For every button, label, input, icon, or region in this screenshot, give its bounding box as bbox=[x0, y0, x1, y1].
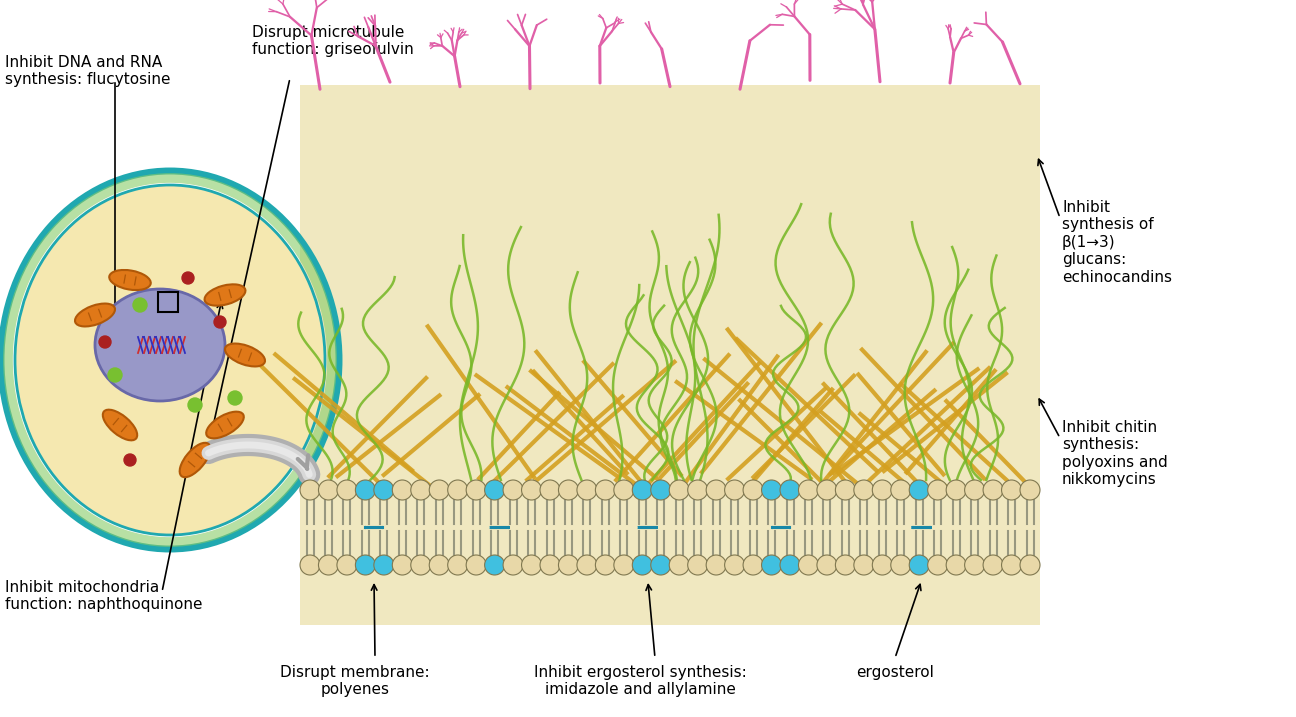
Circle shape bbox=[762, 555, 781, 575]
Circle shape bbox=[890, 480, 911, 500]
Circle shape bbox=[984, 555, 1003, 575]
Text: Disrupt membrane:
polyenes: Disrupt membrane: polyenes bbox=[280, 665, 430, 698]
Circle shape bbox=[373, 555, 394, 575]
Circle shape bbox=[816, 555, 837, 575]
Circle shape bbox=[447, 480, 468, 500]
Circle shape bbox=[743, 555, 763, 575]
Ellipse shape bbox=[75, 303, 115, 326]
FancyBboxPatch shape bbox=[772, 526, 791, 529]
Circle shape bbox=[836, 480, 855, 500]
Circle shape bbox=[319, 480, 338, 500]
Circle shape bbox=[632, 480, 652, 500]
Circle shape bbox=[559, 480, 578, 500]
Circle shape bbox=[632, 555, 652, 575]
Circle shape bbox=[854, 480, 874, 500]
Circle shape bbox=[373, 480, 394, 500]
FancyBboxPatch shape bbox=[912, 526, 931, 529]
Circle shape bbox=[521, 555, 542, 575]
Circle shape bbox=[946, 555, 966, 575]
FancyBboxPatch shape bbox=[365, 526, 384, 529]
Text: Inhibit
synthesis of
β(1→3)
glucans:
echinocandins: Inhibit synthesis of β(1→3) glucans: ech… bbox=[1061, 200, 1172, 285]
Ellipse shape bbox=[205, 285, 245, 305]
Circle shape bbox=[872, 480, 893, 500]
Circle shape bbox=[669, 480, 689, 500]
Circle shape bbox=[540, 480, 560, 500]
Circle shape bbox=[762, 480, 781, 500]
Circle shape bbox=[299, 480, 320, 500]
Circle shape bbox=[669, 555, 689, 575]
Circle shape bbox=[854, 555, 874, 575]
Circle shape bbox=[946, 480, 966, 500]
Ellipse shape bbox=[102, 409, 137, 440]
Text: Disrupt microtubule
function: griseofulvin: Disrupt microtubule function: griseofulv… bbox=[251, 25, 413, 57]
Circle shape bbox=[928, 555, 947, 575]
Circle shape bbox=[614, 555, 634, 575]
Circle shape bbox=[577, 555, 597, 575]
Ellipse shape bbox=[16, 185, 325, 535]
Circle shape bbox=[485, 480, 504, 500]
Circle shape bbox=[1002, 555, 1021, 575]
Circle shape bbox=[910, 480, 929, 500]
Circle shape bbox=[780, 480, 800, 500]
FancyBboxPatch shape bbox=[491, 526, 509, 529]
Circle shape bbox=[214, 316, 226, 328]
Ellipse shape bbox=[226, 343, 264, 366]
Circle shape bbox=[964, 480, 985, 500]
Circle shape bbox=[98, 336, 111, 348]
Bar bbox=[158, 292, 178, 312]
Circle shape bbox=[1002, 480, 1021, 500]
Text: Inhibit chitin
synthesis:
polyoxins and
nikkomycins: Inhibit chitin synthesis: polyoxins and … bbox=[1061, 420, 1168, 487]
Circle shape bbox=[1020, 555, 1039, 575]
Circle shape bbox=[816, 480, 837, 500]
Circle shape bbox=[319, 555, 338, 575]
Ellipse shape bbox=[109, 270, 150, 290]
Circle shape bbox=[467, 555, 486, 575]
FancyBboxPatch shape bbox=[639, 526, 657, 529]
Circle shape bbox=[299, 555, 320, 575]
Circle shape bbox=[798, 555, 819, 575]
Circle shape bbox=[467, 480, 486, 500]
Circle shape bbox=[559, 555, 578, 575]
Circle shape bbox=[393, 555, 412, 575]
Circle shape bbox=[928, 480, 947, 500]
Circle shape bbox=[503, 555, 524, 575]
Circle shape bbox=[393, 480, 412, 500]
Ellipse shape bbox=[95, 289, 226, 401]
Circle shape bbox=[485, 555, 504, 575]
Circle shape bbox=[964, 555, 985, 575]
Circle shape bbox=[872, 555, 893, 575]
Circle shape bbox=[503, 480, 524, 500]
Circle shape bbox=[614, 480, 634, 500]
Text: Inhibit ergosterol synthesis:
imidazole and allylamine: Inhibit ergosterol synthesis: imidazole … bbox=[534, 665, 746, 698]
Circle shape bbox=[836, 555, 855, 575]
Text: Inhibit DNA and RNA
synthesis: flucytosine: Inhibit DNA and RNA synthesis: flucytosi… bbox=[5, 55, 171, 87]
Circle shape bbox=[780, 555, 800, 575]
Circle shape bbox=[595, 480, 616, 500]
Circle shape bbox=[521, 480, 542, 500]
Circle shape bbox=[447, 555, 468, 575]
Circle shape bbox=[910, 555, 929, 575]
Circle shape bbox=[355, 480, 376, 500]
Circle shape bbox=[411, 555, 430, 575]
Text: ergosterol: ergosterol bbox=[857, 665, 934, 680]
Circle shape bbox=[688, 480, 708, 500]
Circle shape bbox=[411, 480, 430, 500]
Circle shape bbox=[724, 555, 745, 575]
Circle shape bbox=[577, 480, 597, 500]
Circle shape bbox=[651, 555, 671, 575]
Circle shape bbox=[133, 298, 146, 312]
Circle shape bbox=[228, 391, 242, 405]
Circle shape bbox=[540, 555, 560, 575]
Circle shape bbox=[188, 398, 202, 412]
Circle shape bbox=[688, 555, 708, 575]
Circle shape bbox=[1020, 480, 1039, 500]
Circle shape bbox=[595, 555, 616, 575]
Circle shape bbox=[724, 480, 745, 500]
Circle shape bbox=[429, 555, 450, 575]
Circle shape bbox=[355, 555, 376, 575]
Ellipse shape bbox=[180, 443, 210, 478]
Circle shape bbox=[124, 454, 136, 466]
Circle shape bbox=[337, 555, 356, 575]
Circle shape bbox=[798, 480, 819, 500]
Circle shape bbox=[429, 480, 450, 500]
